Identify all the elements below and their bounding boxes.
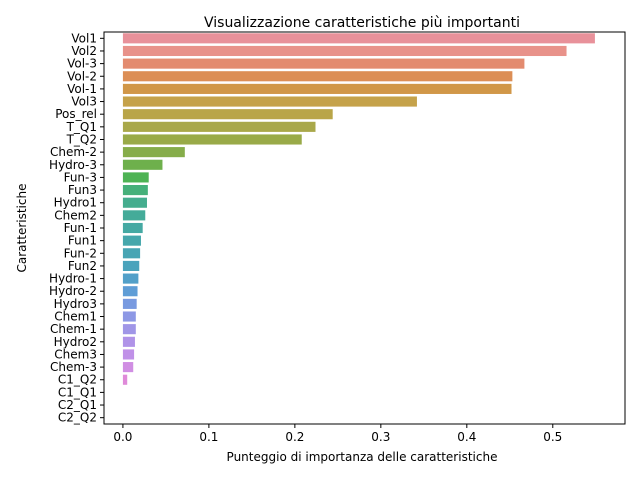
bar-vol3 <box>122 96 417 107</box>
x-tick-label: 0.3 <box>371 430 390 444</box>
y-tick-label: Chem1 <box>54 310 97 324</box>
bar-vol2 <box>122 45 567 57</box>
y-tick-labels: Vol1Vol2Vol-3Vol-2Vol-1Vol3Pos_relT_Q1T_… <box>49 31 104 425</box>
bar-chem1 <box>122 311 136 322</box>
bars-group <box>122 33 595 385</box>
y-tick-label: T_Q2 <box>66 132 97 146</box>
bar-chem3 <box>122 349 135 360</box>
y-tick-label: C1_Q2 <box>58 373 97 387</box>
y-tick-label: Pos_rel <box>55 107 97 121</box>
bar-fun2 <box>122 260 140 271</box>
chart-title: Visualizzazione caratteristiche più impo… <box>204 15 520 31</box>
y-tick-label: Vol-1 <box>67 82 97 96</box>
x-axis-label: Punteggio di importanza delle caratteris… <box>227 450 498 464</box>
y-tick-label: Fun-3 <box>64 170 97 184</box>
bar-hydro2 <box>122 336 135 347</box>
y-axis-label: Caratteristiche <box>15 184 29 273</box>
bar-vol1 <box>122 33 595 44</box>
bar-vol-2 <box>122 71 513 82</box>
y-tick-label: Chem2 <box>54 208 97 222</box>
y-tick-label: Hydro-2 <box>49 284 97 298</box>
bar-t_q2 <box>122 134 302 145</box>
bar-hydro-2 <box>122 286 138 297</box>
bar-chem-3 <box>122 362 134 373</box>
y-tick-label: Fun1 <box>68 234 97 248</box>
y-tick-label: Hydro-1 <box>49 272 97 286</box>
y-tick-label: Fun3 <box>68 183 97 197</box>
y-tick-label: Fun-2 <box>64 246 97 260</box>
y-tick-label: Chem-2 <box>50 145 97 159</box>
y-tick-label: Vol1 <box>71 31 97 45</box>
y-tick-label: C1_Q1 <box>58 385 97 399</box>
bar-pos_rel <box>122 109 333 120</box>
bar-hydro3 <box>122 298 137 309</box>
bar-hydro1 <box>122 197 147 208</box>
y-tick-label: Hydro-3 <box>49 158 97 172</box>
bar-vol-1 <box>122 83 512 94</box>
bar-c1_q2 <box>122 374 128 385</box>
bar-fun1 <box>122 235 141 246</box>
bar-hydro-3 <box>122 159 163 170</box>
plot-frame <box>103 31 626 425</box>
bar-fun3 <box>122 185 148 196</box>
bar-chem-2 <box>122 147 185 158</box>
y-tick-label: Chem-1 <box>50 322 97 336</box>
x-tick-label: 0.4 <box>457 430 476 444</box>
y-tick-label: Vol-2 <box>67 69 97 83</box>
y-tick-label: C2_Q2 <box>58 411 97 425</box>
bar-fun-3 <box>122 172 149 183</box>
y-tick-label: C2_Q1 <box>58 398 97 412</box>
bar-vol-3 <box>122 58 525 69</box>
x-tick-labels: 0.0 0.1 0.2 0.3 0.4 0.5 <box>113 424 562 444</box>
x-tick-label: 0.0 <box>113 430 132 444</box>
y-tick-label: Vol-3 <box>67 57 97 71</box>
y-tick-label: Fun2 <box>68 259 97 273</box>
bar-fun-1 <box>122 222 143 234</box>
y-tick-label: Hydro1 <box>54 196 97 210</box>
y-tick-label: Hydro3 <box>54 297 97 311</box>
y-tick-label: T_Q1 <box>66 120 97 134</box>
y-tick-label: Hydro2 <box>54 335 97 349</box>
bar-chem2 <box>122 210 146 221</box>
y-tick-label: Chem3 <box>54 347 97 361</box>
y-tick-label: Fun-1 <box>64 221 97 235</box>
x-tick-label: 0.2 <box>285 430 304 444</box>
x-tick-label: 0.1 <box>199 430 218 444</box>
bar-fun-2 <box>122 248 141 259</box>
x-tick-label: 0.5 <box>543 430 562 444</box>
y-tick-label: Vol2 <box>71 44 97 58</box>
bar-t_q1 <box>122 121 316 132</box>
y-tick-label: Vol3 <box>71 95 97 109</box>
bar-hydro-1 <box>122 273 139 284</box>
bar-chem-1 <box>122 324 136 335</box>
y-tick-label: Chem-3 <box>50 360 97 374</box>
